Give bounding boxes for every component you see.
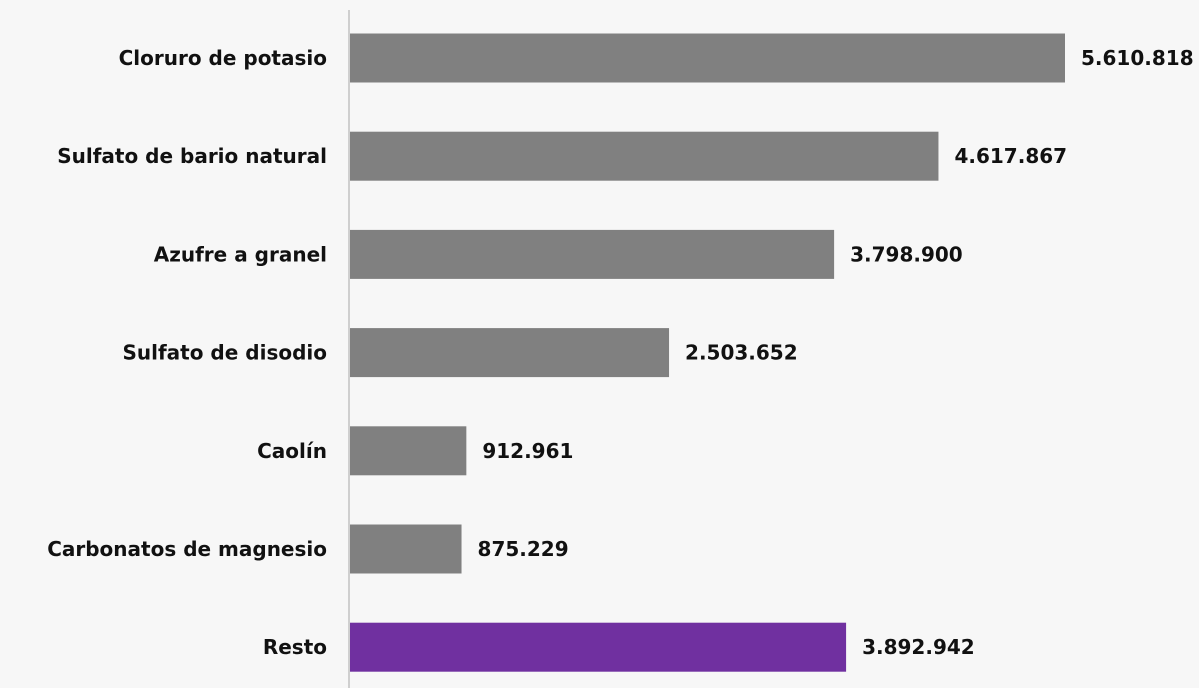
value-label: 3.798.900 bbox=[850, 242, 963, 266]
bars-layer bbox=[350, 33, 1065, 672]
value-label: 4.617.867 bbox=[954, 144, 1067, 168]
value-label: 3.892.942 bbox=[862, 635, 975, 659]
bar-5 bbox=[350, 426, 467, 476]
bar-1 bbox=[350, 33, 1065, 83]
category-label: Sulfato de disodio bbox=[122, 341, 327, 365]
bar-3 bbox=[350, 229, 835, 279]
bar-2 bbox=[350, 131, 939, 181]
bar-7 bbox=[350, 622, 847, 672]
value-label: 2.503.652 bbox=[685, 341, 798, 365]
category-label: Cloruro de potasio bbox=[119, 46, 327, 70]
category-label: Sulfato de bario natural bbox=[57, 144, 327, 168]
value-label: 875.229 bbox=[478, 537, 569, 561]
value-label: 5.610.818 bbox=[1081, 46, 1194, 70]
category-label: Carbonatos de magnesio bbox=[47, 537, 327, 561]
category-label: Azufre a granel bbox=[154, 242, 327, 266]
bar-4 bbox=[350, 328, 670, 378]
category-label: Resto bbox=[263, 635, 327, 659]
value-label: 912.961 bbox=[482, 439, 573, 463]
labels-layer: Cloruro de potasio 5.610.818 Sulfato de ba… bbox=[47, 46, 1193, 659]
category-label: Caolín bbox=[257, 439, 327, 463]
bar-6 bbox=[350, 524, 462, 574]
